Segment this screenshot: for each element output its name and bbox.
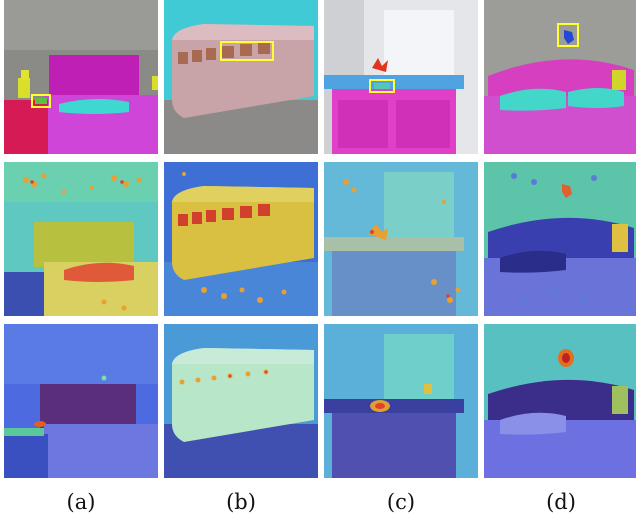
panel-a-segmentation — [4, 0, 158, 154]
panel-d-segmentation — [484, 0, 636, 154]
panel-b-attention-ours — [164, 324, 318, 478]
panel-d-attention-baseline — [484, 162, 636, 316]
panel-c-segmentation — [324, 0, 478, 154]
caption-d: (d) — [546, 490, 576, 514]
panel-b-segmentation — [164, 0, 318, 154]
highlight-box — [557, 23, 579, 47]
figure-grid — [4, 0, 636, 478]
panel-a-attention-baseline — [4, 162, 158, 316]
caption-a: (a) — [66, 490, 96, 514]
panel-c-attention-ours — [324, 324, 478, 478]
highlight-box — [369, 79, 395, 93]
caption-b: (b) — [226, 490, 256, 514]
panel-d-attention-ours — [484, 324, 636, 478]
highlight-box — [220, 41, 274, 61]
panel-b-attention-baseline — [164, 162, 318, 316]
panel-c-attention-baseline — [324, 162, 478, 316]
highlight-box — [31, 94, 51, 108]
caption-c: (c) — [386, 490, 416, 514]
panel-a-attention-ours — [4, 324, 158, 478]
